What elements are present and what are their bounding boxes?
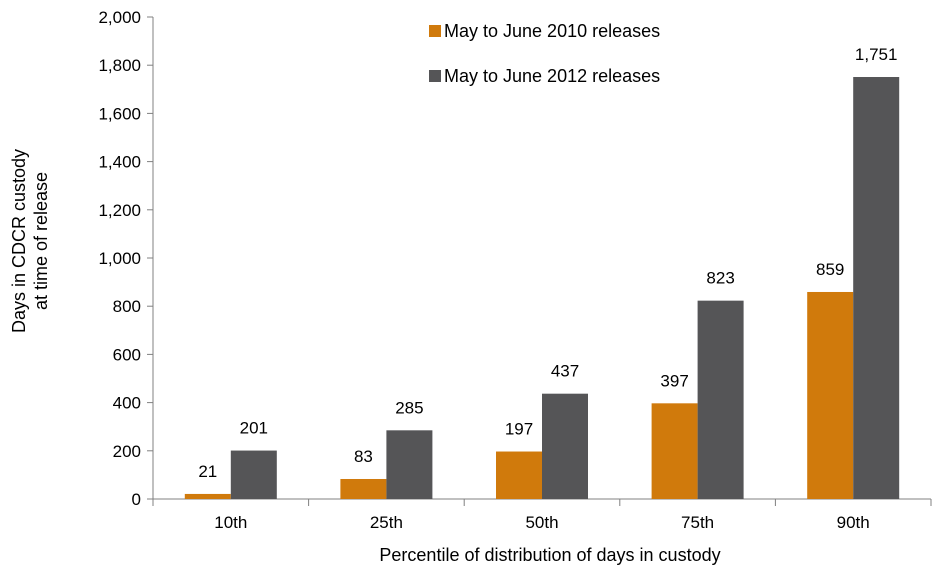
legend-label: May to June 2010 releases [444, 21, 660, 41]
bar-2010-10th [184, 493, 231, 499]
y-tick-label: 1,000 [98, 249, 141, 268]
bar-2012-50th [542, 393, 588, 499]
y-tick-label: 0 [132, 490, 141, 509]
bar-2010-90th [807, 291, 854, 499]
data-label: 83 [354, 447, 373, 466]
bar-2012-90th [853, 77, 900, 499]
x-tick-label: 90th [837, 513, 870, 532]
data-label: 397 [660, 371, 688, 390]
y-tick-label: 400 [113, 394, 141, 413]
legend-swatch [429, 25, 441, 37]
x-axis-title: Percentile of distribution of days in cu… [379, 545, 720, 565]
y-tick-label: 2,000 [98, 8, 141, 27]
y-tick-label: 1,600 [98, 104, 141, 123]
y-tick-label: 600 [113, 345, 141, 364]
legend: May to June 2010 releases May to June 201… [429, 21, 660, 86]
plot-area: 21 201 83 285 197 437 397 823 859 1,751 [184, 45, 900, 499]
y-axis: 0 200 400 600 800 1,000 1,200 1,400 1,600 1,800 2,… [98, 8, 154, 509]
data-label: 1,751 [855, 45, 898, 64]
x-tick-label: 50th [525, 513, 558, 532]
bar-2012-10th [230, 450, 277, 499]
y-tick-label: 1,200 [98, 201, 141, 220]
legend-label: May to June 2012 releases [444, 66, 660, 86]
bar-2010-75th [651, 403, 698, 499]
x-tick-label: 25th [370, 513, 403, 532]
data-label: 823 [706, 269, 734, 288]
x-tick-label: 10th [214, 513, 247, 532]
bar-2010-50th [496, 451, 542, 499]
data-label: 197 [505, 420, 533, 439]
x-axis: 10th 25th 50th 75th 90th [152, 498, 932, 532]
x-tick-label: 75th [681, 513, 714, 532]
data-label: 859 [816, 260, 844, 279]
data-label: 201 [240, 419, 268, 438]
legend-swatch [429, 70, 441, 82]
y-tick-label: 1,800 [98, 56, 141, 75]
y-tick-label: 800 [113, 297, 141, 316]
bar-2012-25th [386, 430, 433, 499]
bar-2012-75th [697, 300, 744, 499]
y-tick-label: 1,400 [98, 153, 141, 172]
y-axis-title: Days in CDCR custody at time of release [9, 149, 51, 333]
bar-2010-25th [340, 478, 387, 499]
data-label: 285 [395, 398, 423, 417]
y-tick-label: 200 [113, 442, 141, 461]
y-axis-title-line-1: Days in CDCR custody [9, 149, 29, 333]
data-label: 21 [198, 462, 217, 481]
y-axis-title-line-2: at time of release [31, 172, 51, 310]
data-label: 437 [551, 362, 579, 381]
